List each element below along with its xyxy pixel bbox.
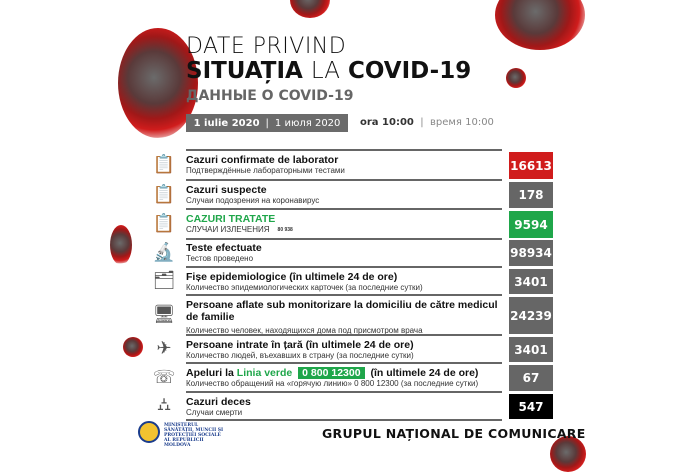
separator-line <box>186 334 502 336</box>
virus-decoration <box>290 0 330 18</box>
stat-value: 3401 <box>509 337 553 362</box>
overlay-number: 80 938 <box>277 227 293 233</box>
stat-row: Persoane intrate în țară (în ultimele 24… <box>186 339 506 361</box>
stat-row: CAZURI TRATATE СЛУЧАИ ИЗЛЕЧЕНИЯ 80 938 <box>186 213 506 235</box>
row-title: Cazuri confirmate de laborator <box>186 154 339 166</box>
date-box: 1 iulie 2020 | 1 июля 2020 <box>186 114 348 132</box>
title-light: LA <box>310 58 340 84</box>
row-title: Fișe epidemiologice (în ultimele 24 de o… <box>186 271 398 283</box>
phone-chat-icon: ☏ <box>152 366 176 388</box>
row-title: Cazuri suspecte <box>186 184 267 196</box>
footer-group: GRUPUL NAȚIONAL DE COMUNICARE <box>322 426 586 441</box>
title-line2: SITUAȚIA LA COVID-19 <box>186 58 471 84</box>
title-post: (în ultimele 24 de ore) <box>370 367 479 379</box>
green-line-label: Linia verde <box>236 367 293 379</box>
title-pre: Apeluri la <box>186 367 234 379</box>
row-subtitle: Количество людей, въехавших в страну (за… <box>186 351 414 360</box>
date-ru: 1 июля 2020 <box>274 117 341 129</box>
ministry-logo <box>138 421 160 443</box>
clipboard-check-icon: 📋 <box>152 154 176 175</box>
time-ro: ora 10:00 <box>360 117 414 128</box>
row-title: CAZURI TRATATE <box>186 213 276 225</box>
stat-row: Apeluri la Linia verde 0 800 12300 (în u… <box>186 367 506 389</box>
title-line1: DATE PRIVIND <box>186 34 347 59</box>
row-subtitle: Количество эпидемиологических карточек (… <box>186 283 423 292</box>
row-title: Persoane aflate sub monitorizare la domi… <box>186 299 498 323</box>
date-separator: | <box>265 117 269 129</box>
stat-row: Cazuri confirmate de laborator Подтверждё… <box>186 154 506 176</box>
row-title: Cazuri deces <box>186 396 251 408</box>
clipboard-check-green-icon: 📋 <box>152 213 176 234</box>
stat-value: 98934 <box>509 240 553 266</box>
stat-value: 178 <box>509 182 553 208</box>
separator-line <box>186 149 502 151</box>
title-bold-1: SITUAȚIA <box>186 58 303 84</box>
separator-line <box>186 362 502 364</box>
row-title: Apeluri la Linia verde 0 800 12300 (în u… <box>186 367 506 379</box>
row-title: Teste efectuate <box>186 242 262 254</box>
row-title: Persoane intrate în țară (în ultimele 24… <box>186 339 414 351</box>
stat-value: 16613 <box>509 152 553 179</box>
separator-line <box>186 391 502 393</box>
time-separator: | <box>420 117 424 128</box>
row-subtitle: Количество человек, находящихся дома под… <box>186 326 423 335</box>
row-subtitle: СЛУЧАИ ИЗЛЕЧЕНИЯ <box>186 225 270 235</box>
virus-decoration <box>495 0 585 50</box>
virus-decoration <box>123 337 143 357</box>
row-subtitle: Случаи подозрения на коронавирус <box>186 196 320 205</box>
tombstone-icon: ⛼ <box>156 393 172 415</box>
stat-row: Cazuri deces Случаи смерти <box>186 396 506 418</box>
clipboard-clock-icon: 📋 <box>152 183 176 205</box>
row-subtitle: Тестов проведено <box>186 254 254 263</box>
stat-value: 547 <box>509 394 553 419</box>
stat-value: 3401 <box>509 269 553 294</box>
date-ro: 1 iulie 2020 <box>193 117 260 129</box>
time-info: ora 10:00 | время 10:00 <box>360 117 494 128</box>
time-ru: время 10:00 <box>429 117 494 128</box>
stat-value: 24239 <box>509 297 553 334</box>
virus-decoration <box>550 436 586 472</box>
separator-line <box>186 238 502 240</box>
microscope-icon: 🔬 <box>152 241 176 263</box>
stat-value: 9594 <box>509 211 553 238</box>
separator-line <box>186 419 502 421</box>
subtitle-ru: ДАННЫЕ О COVID-19 <box>186 88 354 104</box>
stat-value: 67 <box>509 365 553 391</box>
separator-line <box>186 266 502 268</box>
row-subtitle: Количество обращений на «горячую линию» … <box>186 379 479 388</box>
row-subtitle: Подтверждённые лабораторными тестами <box>186 166 345 175</box>
virus-decoration <box>506 68 526 88</box>
stat-row: Cazuri suspecte Случаи подозрения на коро… <box>186 184 506 206</box>
card-file-icon: 🗂 <box>152 270 176 291</box>
separator-line <box>186 208 502 210</box>
row-subtitle-line: СЛУЧАИ ИЗЛЕЧЕНИЯ 80 938 <box>186 225 506 235</box>
title-bold-2: COVID-19 <box>347 58 472 84</box>
ministry-name: MINISTERUL SĂNĂTĂȚII, MUNCII ȘI PROTECȚI… <box>164 423 224 448</box>
monitor-search-icon: 🖥 <box>152 304 176 325</box>
separator-line <box>186 179 502 181</box>
plane-virus-icon: ✈ <box>156 338 172 359</box>
stat-row: Persoane aflate sub monitorizare la domi… <box>186 299 506 336</box>
phone-badge: 0 800 12300 <box>298 367 365 379</box>
stat-row: Teste efectuate Тестов проведено <box>186 242 506 264</box>
virus-decoration <box>110 225 132 265</box>
stat-row: Fișe epidemiologice (în ultimele 24 de o… <box>186 271 506 293</box>
virus-decoration <box>118 28 198 138</box>
separator-line <box>186 294 502 296</box>
row-subtitle: Случаи смерти <box>186 408 243 417</box>
